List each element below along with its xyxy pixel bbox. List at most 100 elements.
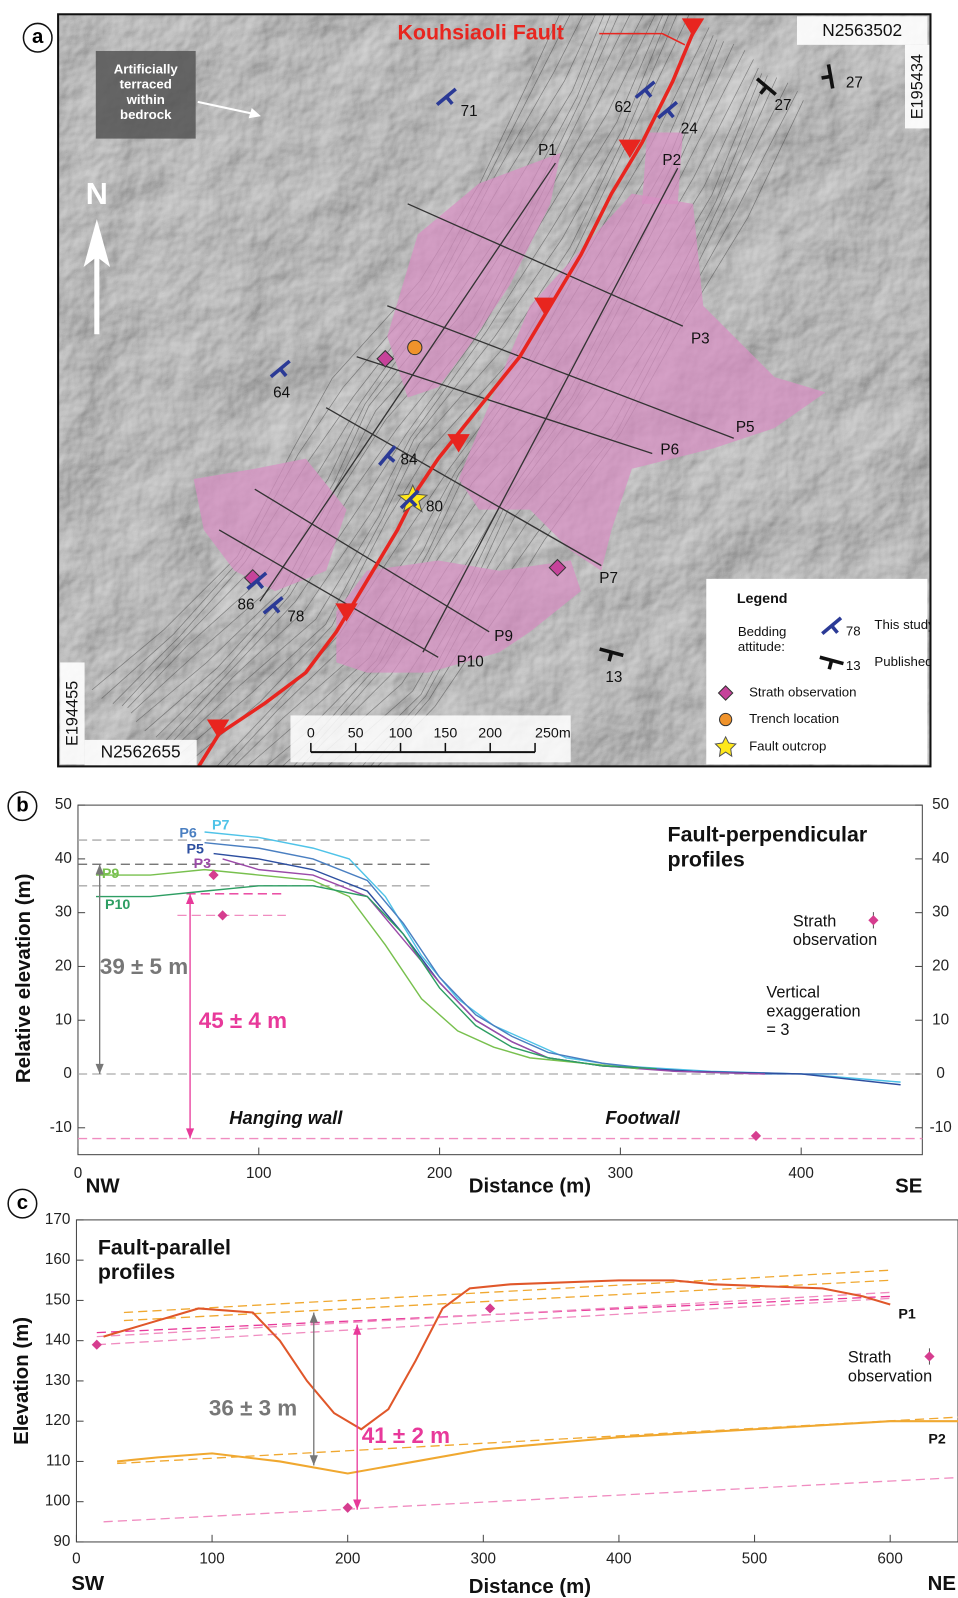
bedding-dip: 78 xyxy=(287,609,304,626)
fault-name: Kouhsiaoli Fault xyxy=(397,20,563,44)
north-label: N xyxy=(86,177,108,211)
coordinate: N2563502 xyxy=(822,20,902,40)
annotation: Footwall xyxy=(605,1107,680,1128)
x-tick-label: 400 xyxy=(788,1165,813,1182)
legend-dip: 13 xyxy=(846,658,861,673)
strath-point xyxy=(92,1340,102,1350)
legend-title: Legend xyxy=(737,591,788,607)
offset-label: 45 ± 4 m xyxy=(199,1008,287,1033)
bedding-dip: 62 xyxy=(615,99,632,116)
reference-line xyxy=(97,1296,890,1332)
y-tick-label: 160 xyxy=(45,1251,70,1268)
y-tick-label: -10 xyxy=(50,1119,72,1136)
profile-label: P7 xyxy=(599,570,618,587)
y-tick-label: 130 xyxy=(45,1372,70,1389)
y-axis-label: Elevation (m) xyxy=(11,1317,33,1445)
profile-label: P2 xyxy=(662,152,681,169)
scale-box xyxy=(290,715,570,762)
y-tick-label: 10 xyxy=(55,1011,72,1028)
y-tick-label: 20 xyxy=(55,957,72,974)
series-label: P9 xyxy=(102,866,120,882)
figure: 7162242727648480867813 P1 P2 P3 P5 P6 P7… xyxy=(0,0,958,1598)
y2-tick-label: 40 xyxy=(932,850,949,867)
trench-marker xyxy=(408,340,422,354)
profile-label: P3 xyxy=(691,330,710,347)
y2-tick-label: 10 xyxy=(932,1011,949,1028)
x-tick-label: 300 xyxy=(471,1550,496,1567)
bedding-dip: 64 xyxy=(273,384,290,401)
scale-label: 150 xyxy=(433,726,457,742)
strath-point xyxy=(343,1503,353,1513)
y-tick-label: 90 xyxy=(53,1533,70,1550)
y-tick-label: 30 xyxy=(55,904,72,921)
series-label: P2 xyxy=(928,1431,946,1447)
y-axis-label: Relative elevation (m) xyxy=(13,874,35,1083)
panel-label: a xyxy=(32,26,44,48)
y-tick-label: 0 xyxy=(63,1065,72,1082)
panel-label: b xyxy=(16,795,28,817)
chart-title: Fault-parallelprofiles xyxy=(98,1235,231,1284)
y-tick-label: 40 xyxy=(55,850,72,867)
x-axis-label: Distance (m) xyxy=(469,1576,591,1598)
legend-bedding-symbol-tick xyxy=(829,660,831,669)
bedding-dip: 27 xyxy=(846,75,863,92)
bedding-dip: 27 xyxy=(775,97,792,114)
bedding-dip: 84 xyxy=(401,452,418,469)
x-tick-label: 200 xyxy=(335,1550,360,1567)
y2-tick-label: 30 xyxy=(932,904,949,921)
x-end-label: SE xyxy=(895,1176,922,1198)
reference-line xyxy=(104,1478,958,1522)
legend-label: Strathobservation xyxy=(793,913,877,950)
legend-label: Fault outcrop xyxy=(749,739,826,754)
charts: -10 0 10 20 30 40 50 -10 0 10 20 30 40 500 100 200 300 40… xyxy=(11,796,958,1598)
profile-label: P9 xyxy=(494,628,513,645)
y-tick-label: 140 xyxy=(45,1332,70,1349)
y2-tick-label: 50 xyxy=(932,796,949,813)
y-tick-label: 150 xyxy=(45,1291,70,1308)
profile-line xyxy=(223,859,765,1074)
bedding-dip: 86 xyxy=(237,596,254,613)
profile-line xyxy=(117,1421,958,1473)
coordinate: E194455 xyxy=(64,681,82,746)
x-tick-label: 300 xyxy=(608,1165,633,1182)
annotation: Hanging wall xyxy=(229,1107,343,1128)
y2-tick-label: 20 xyxy=(932,957,949,974)
legend-strath xyxy=(924,1351,934,1361)
legend-label: Strath observation xyxy=(749,685,856,700)
x-tick-label: 100 xyxy=(246,1165,271,1182)
profile-label: P6 xyxy=(660,441,679,458)
strath-point xyxy=(485,1303,495,1313)
arrowhead xyxy=(96,1064,104,1074)
x-tick-label: 400 xyxy=(606,1550,631,1567)
x-tick-label: 500 xyxy=(742,1550,767,1567)
arrowhead xyxy=(310,1455,318,1465)
y2-tick-label: -10 xyxy=(930,1119,952,1136)
chart: -1001020304050-1001020304050010020030040… xyxy=(13,796,952,1198)
bedding-dip: 80 xyxy=(426,499,443,516)
series-label: P10 xyxy=(105,897,130,913)
y-tick-label: 170 xyxy=(45,1211,70,1228)
y-tick-label: 120 xyxy=(45,1412,70,1429)
y-tick-label: 110 xyxy=(46,1452,70,1469)
x-tick-label: 0 xyxy=(72,1550,81,1567)
bedding-dip: 24 xyxy=(681,120,698,137)
series-label: P7 xyxy=(212,817,230,833)
bedding-dip: 13 xyxy=(605,669,622,686)
offset-label: 41 ± 2 m xyxy=(362,1423,450,1448)
scale-label: 50 xyxy=(348,726,364,742)
coordinate: N2562655 xyxy=(101,742,181,762)
reference-line xyxy=(97,1292,890,1336)
profile-line xyxy=(205,843,838,1074)
x-tick-label: 600 xyxy=(877,1550,902,1567)
series-label: P1 xyxy=(898,1306,916,1322)
legend-dip: 78 xyxy=(846,623,861,638)
offset-label: 39 ± 5 m xyxy=(100,954,188,979)
arrowhead xyxy=(186,894,194,904)
x-tick-label: 100 xyxy=(199,1550,224,1567)
